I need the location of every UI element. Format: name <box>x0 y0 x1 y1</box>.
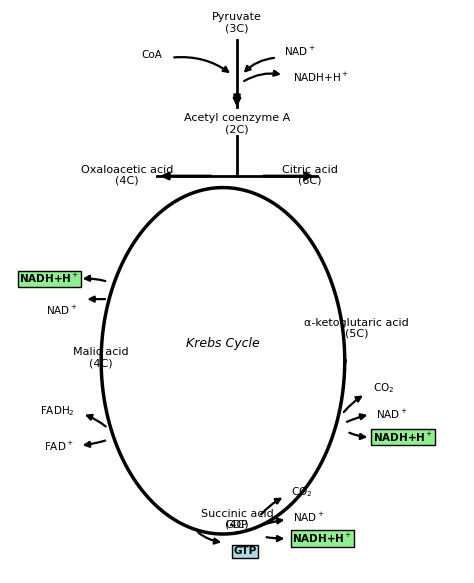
Text: NADH+H$^+$: NADH+H$^+$ <box>292 532 353 545</box>
Text: NAD$^+$: NAD$^+$ <box>46 304 77 317</box>
Text: Malic acid: Malic acid <box>73 347 129 357</box>
Text: GTP: GTP <box>234 546 257 556</box>
Text: GDP: GDP <box>225 520 247 530</box>
Text: Succinic acid: Succinic acid <box>201 509 273 519</box>
Text: FAD$^+$: FAD$^+$ <box>44 440 74 453</box>
Text: CO$_2$: CO$_2$ <box>291 486 312 499</box>
Text: Krebs Cycle: Krebs Cycle <box>186 337 260 350</box>
Text: (2C): (2C) <box>225 125 249 135</box>
Text: Oxaloacetic acid: Oxaloacetic acid <box>81 165 173 175</box>
Text: NADH+H$^+$: NADH+H$^+$ <box>293 71 349 85</box>
Text: CoA: CoA <box>141 50 162 59</box>
Text: (4C): (4C) <box>225 519 249 529</box>
Text: NADH+H$^+$: NADH+H$^+$ <box>373 431 433 444</box>
Text: (4C): (4C) <box>115 175 139 185</box>
Text: α-ketoglutaric acid: α-ketoglutaric acid <box>304 318 409 328</box>
Text: NAD$^+$: NAD$^+$ <box>284 45 316 58</box>
Text: (5C): (5C) <box>345 329 368 339</box>
Text: CO$_2$: CO$_2$ <box>373 381 394 395</box>
Text: FADH$_2$: FADH$_2$ <box>40 404 75 418</box>
Text: Acetyl coenzyme A: Acetyl coenzyme A <box>184 113 290 123</box>
Text: NAD$^+$: NAD$^+$ <box>376 408 408 421</box>
Text: NADH+H$^+$: NADH+H$^+$ <box>19 272 80 286</box>
Text: NAD$^+$: NAD$^+$ <box>293 511 325 524</box>
Text: Pyruvate: Pyruvate <box>212 12 262 22</box>
Text: Citric acid: Citric acid <box>282 165 337 175</box>
Text: (6C): (6C) <box>298 175 321 185</box>
Text: (3C): (3C) <box>225 24 249 34</box>
Text: (4C): (4C) <box>89 358 113 368</box>
